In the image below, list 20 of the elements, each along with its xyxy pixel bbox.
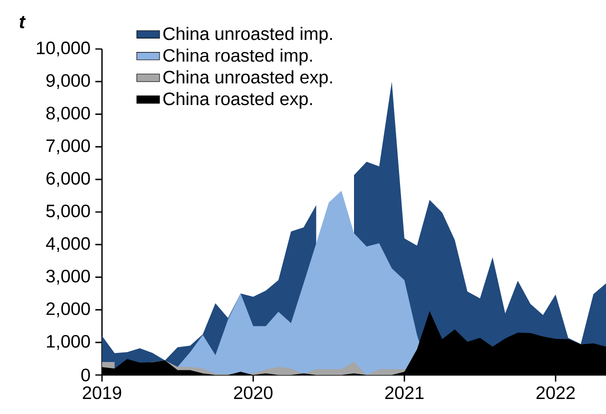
y-tick-label: 3,000 [46,270,90,285]
legend-label: China unroasted imp. [163,26,332,44]
y-tick-label: 4,000 [46,237,90,252]
y-tick-label: 8,000 [46,106,90,122]
y-tick-label: 9,000 [46,74,90,90]
y-tick-label: 6,000 [46,172,90,187]
y-tick-label: 10,000 [36,42,90,56]
x-tick-label: 2022 [536,386,575,400]
x-tick-label: 2021 [385,386,424,400]
x-tick-label: 2019 [82,386,122,400]
legend-label: China unroasted exp. [163,70,332,88]
y-tick-label: 5,000 [46,204,90,220]
x-tick-label: 2020 [234,386,273,400]
legend-label: China roasted imp. [163,48,312,66]
legend-label: China roasted exp. [163,92,312,109]
y-tick-label: 7,000 [46,139,90,154]
y-tick-label: 2,000 [46,302,90,318]
y-tick-label: 1,000 [46,334,90,350]
y-tick-label: 0 [81,368,90,382]
y-axis-title: t [20,16,26,28]
